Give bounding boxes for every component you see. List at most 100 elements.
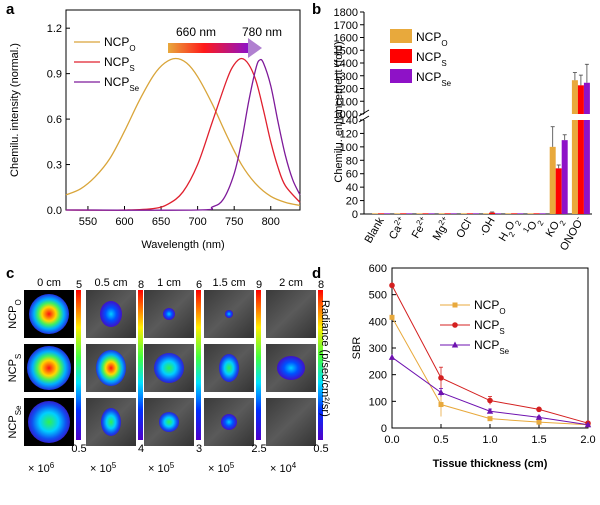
imaging-depth-label: 0 cm — [37, 277, 61, 289]
panel-b-ytick-label: 1600 — [334, 33, 358, 45]
panel-d-point — [535, 413, 543, 420]
panel-b-bar — [438, 213, 445, 214]
imaging-row-label: NCPO — [7, 299, 23, 328]
panel-d-legend-marker — [451, 341, 459, 348]
panel-b-ytick-label: 1500 — [334, 45, 358, 57]
imaging-row-label: NCPSe — [7, 405, 23, 439]
panel-a-xtick-label: 750 — [225, 216, 243, 228]
panel-d-ytick-label: 600 — [369, 263, 387, 275]
panel-d-chart: SBR Tissue thickness (cm) 0.0 0.5 1.0 1.5 2.… — [351, 263, 596, 470]
imaging-row-label: NCPS — [7, 354, 23, 383]
panel-b-bar — [583, 120, 590, 214]
panel-b-ytick-label: 120 — [340, 128, 358, 140]
panel-a-ytick-label: 0.3 — [47, 160, 62, 172]
panel-b-bar — [555, 168, 562, 214]
colorbar — [318, 290, 323, 440]
panel-b-bar — [428, 213, 435, 214]
panel-d-point — [487, 397, 493, 404]
panel-d-point — [486, 407, 494, 414]
panel-d-legend-marker — [452, 302, 458, 308]
panel-b-category-label: OCl- — [452, 214, 476, 240]
panel-b-category-label: Blank — [363, 215, 387, 245]
panel-d-legend-label: NCPSe — [474, 338, 510, 356]
annotation-660nm: 660 nm — [176, 25, 216, 39]
colorbar — [76, 290, 81, 440]
panel-b-bar — [533, 213, 540, 214]
imaging-cell — [266, 398, 316, 446]
colorbar — [196, 290, 201, 440]
panel-b-category-label: 1O2 — [521, 214, 546, 239]
panel-a-xtick-label: 650 — [152, 216, 170, 228]
panel-a-ytick-label: 0.0 — [47, 205, 62, 217]
colorbar-multiplier: × 106 — [28, 461, 55, 476]
panel-d-xtick-label: 1.5 — [531, 434, 546, 446]
colorbar-min: 0.5 — [71, 443, 86, 455]
panel-b-bar — [571, 80, 578, 114]
panel-b-legend-swatch — [390, 69, 412, 83]
panel-a-xtick-label: 700 — [188, 216, 206, 228]
luminescence-spot — [277, 356, 305, 380]
panel-b-chart: Chemilu. enhancement (fold) 020406080100… — [333, 7, 592, 253]
panel-b-category-label: Mg2+ — [429, 214, 454, 243]
panel-b-ytick-label: 1200 — [334, 84, 358, 96]
panel-d-xtick-label: 0.5 — [433, 434, 448, 446]
panel-d-point — [438, 375, 444, 381]
luminescence-spot — [159, 412, 179, 432]
panel-d-xtick-label: 1.0 — [482, 434, 497, 446]
panel-d-point — [584, 421, 592, 428]
panel-b-category-label: Fe2+ — [408, 214, 432, 241]
panel-d-point — [438, 402, 444, 408]
panel-b-legend-label: NCPSe — [416, 70, 452, 88]
panel-c-imaging: 0 cm 5 0.5 × 106 0.5 cm 8 4 × 105 1 cm 6 3 × 105 1.5… — [7, 277, 331, 475]
colorbar-max: 8 — [138, 279, 144, 291]
panel-b-bar — [511, 213, 518, 214]
panel-b-bar — [539, 213, 546, 214]
panel-b-bar — [495, 213, 502, 214]
imaging-depth-label: 0.5 cm — [94, 277, 127, 289]
panel-b-bar — [466, 213, 473, 214]
luminescence-spot — [219, 354, 239, 382]
panel-d-legend-marker — [452, 322, 458, 328]
panel-b-bar — [472, 213, 479, 214]
panel-a-series-se-line — [65, 58, 301, 211]
panel-b-ytick-label: 80 — [346, 155, 358, 167]
panel-b-bar — [527, 213, 534, 214]
luminescence-spot — [28, 401, 70, 443]
panel-b-bar — [561, 140, 568, 214]
panel-b-ytick-label: 100 — [340, 142, 358, 154]
panel-b-legend-swatch — [390, 49, 412, 63]
panel-b-ytick-label: 20 — [346, 196, 358, 208]
luminescence-spot — [27, 346, 71, 390]
panel-b-category-label: ·OH — [477, 215, 498, 239]
imaging-row-group: NCPS — [7, 354, 23, 383]
panel-b-bar — [505, 213, 512, 214]
panel-b-ytick-label: 1700 — [334, 20, 358, 32]
panel-d-ylabel: SBR — [351, 337, 363, 360]
panel-a-ytick-label: 0.9 — [47, 69, 62, 81]
panel-a-legend-label: NCPSe — [104, 75, 140, 93]
radiance-label: Radiance (p/sec/cm²/sr) — [319, 300, 331, 417]
panel-d-ytick-label: 0 — [381, 423, 387, 435]
panel-letter-d: d — [312, 265, 321, 282]
panel-d-point — [389, 314, 395, 320]
panel-a-ytick-label: 1.2 — [47, 23, 62, 35]
luminescence-spot — [96, 350, 126, 386]
panel-a-frame — [65, 9, 301, 211]
panel-b-bar — [416, 213, 423, 214]
panel-b-legend-label: NCPS — [416, 50, 447, 68]
panel-b-category-label: Ca2+ — [385, 214, 409, 242]
panel-b-category-group: H2O2 — [497, 218, 523, 243]
colorbar-multiplier: × 104 — [270, 461, 297, 476]
panel-a-legend-label: NCPO — [104, 35, 136, 53]
panel-b-category-group: Ca2+ — [385, 214, 409, 242]
luminescence-spot — [221, 414, 237, 430]
panel-d-xtick-label: 0.0 — [384, 434, 399, 446]
panel-b-ytick-label: 0 — [352, 209, 358, 221]
panel-b-bar — [384, 213, 391, 214]
panel-b-bar — [549, 146, 556, 214]
colorbar-max: 9 — [256, 279, 262, 291]
luminescence-spot — [154, 353, 184, 383]
luminescence-spot — [163, 308, 175, 320]
panel-a-xlabel: Wavelength (nm) — [141, 239, 224, 251]
annotation-780nm: 780 nm — [242, 25, 282, 39]
